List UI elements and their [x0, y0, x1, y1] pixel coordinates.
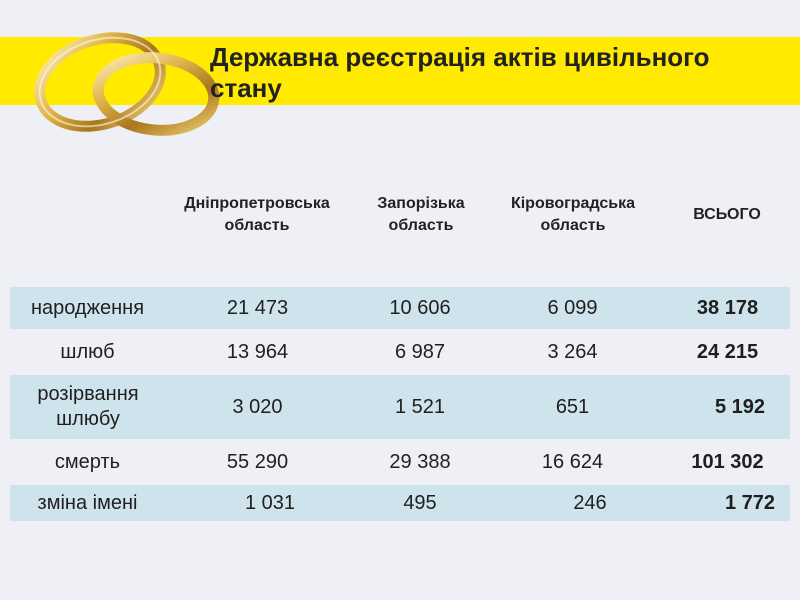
total-cell: 38 178: [696, 296, 759, 319]
table-cell: 16 624: [541, 450, 604, 473]
row-label: смерть: [54, 450, 121, 473]
table-row: народження 21 473 10 606 6 099 38 178: [10, 287, 790, 329]
table-row: шлюб 13 964 6 987 3 264 24 215: [10, 331, 790, 373]
table-cell: 55 290: [226, 450, 289, 473]
table-cell: 3 264: [547, 340, 598, 363]
total-cell: 101 302: [691, 450, 764, 473]
table-cell: 13 964: [226, 340, 289, 363]
page-title: Державна реєстрація актів цивільного ста…: [210, 42, 710, 103]
column-header-total: ВСЬОГО: [693, 206, 761, 223]
table-cell: 6 099: [547, 296, 598, 319]
table-row: зміна імені 1 031 495 246 1 772: [10, 485, 790, 521]
row-label: шлюб: [60, 340, 115, 363]
total-cell: 5 192: [714, 395, 766, 418]
table-cell: 29 388: [389, 450, 451, 473]
row-label: народження: [30, 296, 145, 319]
row-label: зміна імені: [37, 491, 138, 514]
table-cell: 1 521: [394, 395, 446, 418]
table-cell: 651: [555, 395, 590, 418]
column-header-kirovohrad: Кіровоградська область: [510, 195, 636, 234]
table-cell: 6 987: [394, 340, 446, 363]
row-label: розірвання шлюбу: [37, 383, 139, 430]
table-cell: 21 473: [226, 296, 289, 319]
column-header-zaporizhzhia: Запорізька область: [377, 195, 465, 234]
column-header-dnipro: Дніпропетровська область: [184, 195, 330, 234]
table-cell: 1 031: [244, 491, 296, 514]
wedding-rings-icon: [34, 32, 220, 136]
table-cell: 246: [573, 491, 607, 514]
table-cell: 495: [403, 491, 437, 514]
table-row: смерть 55 290 29 388 16 624 101 302: [10, 441, 790, 483]
table-cell: 10 606: [389, 296, 451, 319]
title-band: [0, 37, 800, 105]
table-cell: 3 020: [232, 395, 283, 418]
table-row: розірвання шлюбу 3 020 1 521 651 5 192: [10, 375, 790, 439]
total-cell: 1 772: [724, 491, 776, 514]
total-cell: 24 215: [696, 340, 759, 363]
